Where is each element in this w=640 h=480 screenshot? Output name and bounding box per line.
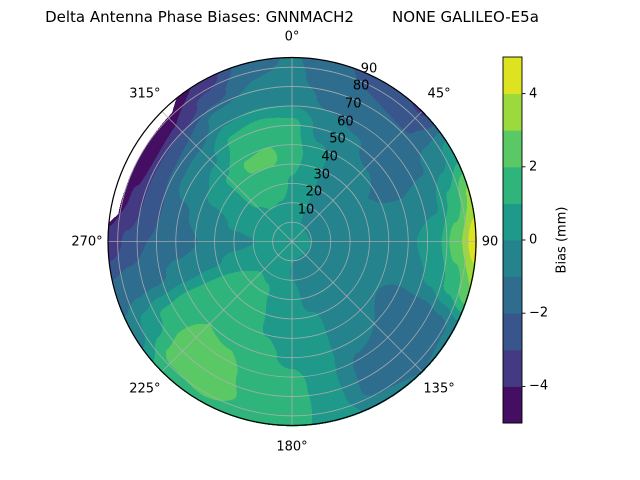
- radial-tick-label: 70: [344, 96, 362, 112]
- colorbar-tick-label: −2: [529, 305, 549, 321]
- angular-tick-label: 90: [481, 234, 499, 249]
- radial-tick-label: 30: [313, 167, 331, 183]
- angular-tick-label: 270°: [71, 234, 103, 249]
- radial-tick-label: 90: [360, 61, 378, 77]
- angular-tick-label: 135°: [423, 381, 455, 397]
- radial-tick-label: 40: [321, 149, 338, 165]
- colorbar-tick-label: −4: [529, 378, 549, 394]
- radial-tick-label: 50: [329, 131, 346, 147]
- plot-title: Delta Antenna Phase Biases: GNNMACH2 NON…: [45, 8, 539, 26]
- angular-tick-label: 225°: [129, 381, 161, 397]
- radial-tick-label: 10: [297, 202, 315, 218]
- colorbar-tick-label: 4: [529, 86, 538, 102]
- radial-tick-label: 20: [305, 184, 323, 200]
- colorbar-tick-label: 0: [529, 232, 538, 248]
- angular-tick-label: 315°: [129, 86, 161, 102]
- colorbar-tick-label: 2: [529, 159, 538, 175]
- radial-tick-label: 80: [352, 78, 370, 94]
- radial-tick-label: 60: [337, 114, 354, 130]
- angular-tick-label: 180°: [276, 439, 308, 454]
- angular-tick-label: 45°: [427, 86, 451, 102]
- colorbar-axis-label: Bias (mm): [554, 206, 570, 274]
- angular-tick-label: 0°: [284, 29, 300, 44]
